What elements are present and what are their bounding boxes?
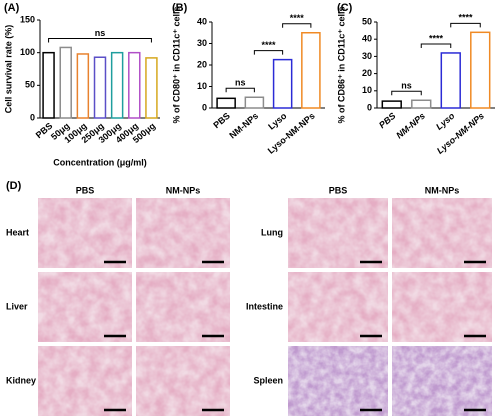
y-tick-label: 30 bbox=[197, 38, 207, 48]
y-tick-label: 20 bbox=[362, 68, 372, 78]
significance-bracket bbox=[282, 23, 312, 28]
x-tick-label: PBS bbox=[211, 111, 232, 131]
column-header: NM-NPs bbox=[425, 185, 460, 195]
y-tick-label: 30 bbox=[362, 51, 372, 61]
significance-label: ns bbox=[401, 81, 412, 91]
histology-texture bbox=[392, 272, 492, 342]
bar bbox=[93, 56, 107, 119]
histology-texture bbox=[392, 198, 492, 268]
panel-d: (D) PBS NM-NPs PBS NM-NPs Heart Liver Kidney Lu… bbox=[6, 180, 492, 416]
row-label: Liver bbox=[6, 301, 28, 311]
row-label: Intestine bbox=[246, 301, 283, 311]
charts: (A) Cell survival rate (%) Concentration (… bbox=[3, 2, 495, 167]
row-label: Heart bbox=[6, 227, 29, 237]
significance-label: **** bbox=[458, 13, 473, 23]
significance-bracket bbox=[420, 43, 452, 48]
chart: (C)% of CD86⁺ in CD11c⁺ cells 0 10 20 30 40 50… bbox=[336, 2, 495, 156]
histology-texture bbox=[38, 272, 132, 342]
y-axis-label: % of CD80⁺ in CD11c⁺ cells bbox=[171, 6, 181, 123]
x-tick-label: NM-NPs bbox=[394, 111, 427, 141]
x-tick-label: Lyso bbox=[266, 110, 289, 131]
histology-texture bbox=[392, 346, 492, 416]
y-tick-label: 50 bbox=[362, 16, 372, 26]
bar bbox=[128, 51, 141, 119]
x-tick-label: NM-NPs bbox=[227, 111, 260, 141]
y-tick-label: 50 bbox=[25, 80, 35, 90]
row-label: Kidney bbox=[6, 375, 36, 385]
significance-bracket bbox=[48, 37, 152, 43]
x-axis-label: Concentration (μg/ml) bbox=[53, 157, 147, 167]
histology-texture bbox=[136, 272, 230, 342]
significance-bracket bbox=[450, 22, 481, 28]
chart: (A) Cell survival rate (%) Concentration (… bbox=[3, 2, 160, 167]
panel-label: (A) bbox=[4, 2, 20, 14]
bar bbox=[110, 51, 124, 119]
bar bbox=[440, 52, 461, 109]
bar bbox=[216, 97, 236, 109]
y-tick-label: 150 bbox=[20, 14, 35, 24]
bar bbox=[301, 32, 321, 109]
y-axis-label: % of CD86⁺ in CD11c⁺ cells bbox=[336, 6, 346, 123]
significance-label: **** bbox=[429, 33, 444, 43]
bar bbox=[272, 58, 293, 109]
column-header: NM-NPs bbox=[166, 185, 201, 195]
significance-label: **** bbox=[290, 13, 305, 23]
histology-texture bbox=[288, 272, 388, 342]
significance-bracket bbox=[391, 90, 422, 96]
y-axis-label: Cell survival rate (%) bbox=[3, 25, 13, 114]
row-label: Lung bbox=[261, 227, 283, 237]
y-tick-label: 10 bbox=[362, 85, 372, 95]
bar bbox=[411, 99, 432, 109]
panel-label: (D) bbox=[6, 180, 22, 192]
histology-texture bbox=[38, 346, 132, 416]
y-tick-label: 0 bbox=[202, 102, 207, 112]
bar bbox=[76, 53, 90, 119]
bar bbox=[145, 57, 158, 119]
panel-label: (B) bbox=[172, 2, 188, 14]
row-label: Spleen bbox=[253, 375, 283, 385]
significance-bracket bbox=[225, 87, 255, 93]
panel-label: (C) bbox=[337, 2, 353, 14]
y-tick-label: 0 bbox=[30, 112, 35, 122]
bar bbox=[244, 96, 265, 109]
x-tick-label: Lyso bbox=[434, 110, 457, 131]
column-header: PBS bbox=[76, 185, 95, 195]
y-tick-label: 10 bbox=[197, 81, 207, 91]
x-tick-label: PBS bbox=[377, 111, 398, 131]
bar bbox=[59, 46, 72, 119]
y-tick-label: 20 bbox=[197, 59, 207, 69]
histology-texture bbox=[136, 198, 230, 268]
bar bbox=[381, 100, 402, 109]
histology-texture bbox=[38, 198, 132, 268]
significance-label: ns bbox=[235, 78, 246, 88]
histology-texture bbox=[288, 198, 388, 268]
y-tick-label: 40 bbox=[362, 34, 372, 44]
significance-bracket bbox=[253, 50, 284, 55]
histology-texture bbox=[288, 346, 388, 416]
y-tick-label: 0 bbox=[367, 102, 372, 112]
bar bbox=[470, 31, 491, 109]
column-header: PBS bbox=[329, 185, 348, 195]
y-tick-label: 100 bbox=[20, 47, 35, 57]
chart: (B)% of CD80⁺ in CD11c⁺ cells 0 10 20 30 40 PB… bbox=[171, 2, 325, 156]
significance-label: **** bbox=[261, 40, 276, 50]
y-tick-label: 40 bbox=[197, 16, 207, 26]
histology-texture bbox=[136, 346, 230, 416]
significance-label: ns bbox=[95, 28, 106, 38]
bar bbox=[42, 51, 55, 119]
